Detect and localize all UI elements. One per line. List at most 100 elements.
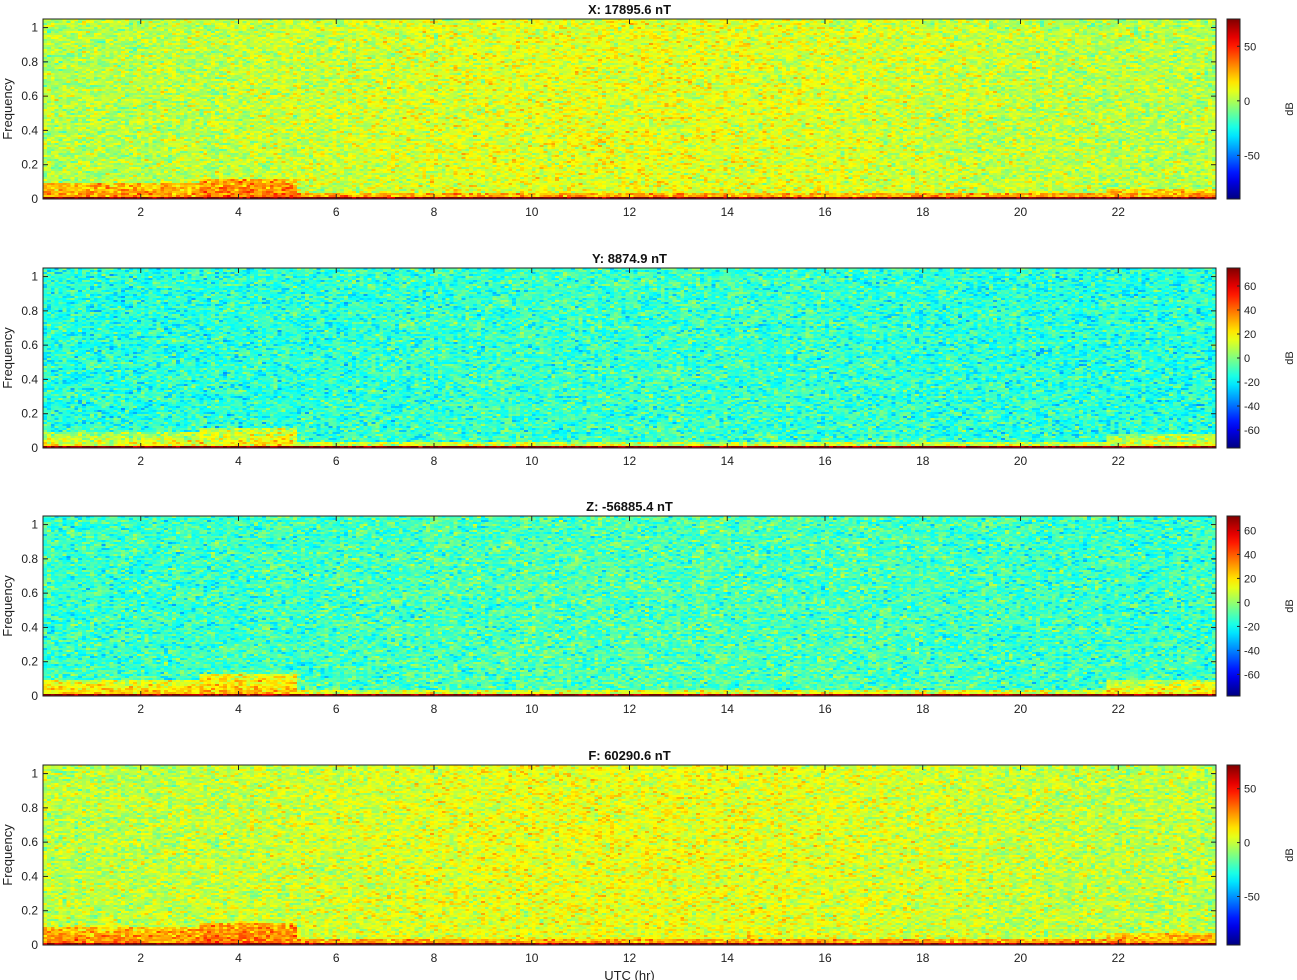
x-tick-label: 22 bbox=[1112, 702, 1126, 716]
x-tick-label: 12 bbox=[623, 951, 637, 965]
y-tick-label: 0.4 bbox=[21, 372, 38, 386]
y-tick-label: 0 bbox=[31, 441, 38, 455]
x-tick-label: 12 bbox=[623, 205, 637, 219]
x-tick-label: 12 bbox=[623, 702, 637, 716]
colorbar-label: dB bbox=[1284, 102, 1296, 115]
colorbar-tick-label: 0 bbox=[1244, 838, 1250, 850]
colorbar-label: dB bbox=[1284, 351, 1296, 364]
x-tick-label: 6 bbox=[333, 702, 340, 716]
colorbar-tick-label: -50 bbox=[1244, 150, 1260, 162]
y-tick-label: 1 bbox=[31, 767, 38, 781]
panel-4: 2 4 6 8 10 12 14 16 18 20 22 0 0.2 0.4 0.6 0.8 1 F: 60290… bbox=[0, 748, 1296, 980]
colorbar-tick-label: -40 bbox=[1244, 645, 1260, 657]
x-tick-label: 16 bbox=[818, 702, 832, 716]
panel-title: Z: -56885.4 nT bbox=[586, 499, 673, 514]
colorbar-tick-label: -20 bbox=[1244, 621, 1260, 633]
panel-2: 2 4 6 8 10 12 14 16 18 20 22 0 0.2 0.4 0.6 0.8 1 Y: 8874.… bbox=[0, 251, 1296, 468]
y-tick-label: 0.8 bbox=[21, 552, 38, 566]
x-tick-label: 22 bbox=[1112, 205, 1126, 219]
y-tick-label: 0.6 bbox=[21, 89, 38, 103]
colorbar-tick-label: -60 bbox=[1244, 425, 1260, 437]
y-tick-label: 0.2 bbox=[21, 158, 38, 172]
x-tick-label: 10 bbox=[525, 454, 539, 468]
y-tick-label: 1 bbox=[31, 21, 38, 35]
colorbar-tick-label: 20 bbox=[1244, 329, 1256, 341]
x-tick-label: 6 bbox=[333, 951, 340, 965]
colorbar bbox=[1226, 764, 1241, 946]
y-tick-label: 1 bbox=[31, 270, 38, 284]
colorbar-tick-label: 60 bbox=[1244, 525, 1256, 537]
y-axis-label: Frequency bbox=[0, 78, 15, 140]
x-tick-label: 2 bbox=[137, 951, 144, 965]
x-tick-label: 6 bbox=[333, 454, 340, 468]
spectrogram-image-2 bbox=[43, 268, 1216, 448]
x-tick-label: 20 bbox=[1014, 702, 1028, 716]
x-tick-label: 16 bbox=[818, 205, 832, 219]
x-tick-label: 18 bbox=[916, 702, 930, 716]
x-tick-label: 10 bbox=[525, 702, 539, 716]
colorbar-tick-label: -60 bbox=[1244, 669, 1260, 681]
panel-1: 2 4 6 8 10 12 14 16 18 20 22 0 0.2 0.4 0.6 0.8 1 X: 17895… bbox=[0, 2, 1296, 219]
y-tick-label: 0.4 bbox=[21, 123, 38, 137]
panel-title: F: 60290.6 nT bbox=[588, 748, 670, 763]
x-tick-label: 14 bbox=[721, 951, 735, 965]
y-axis-label: Frequency bbox=[0, 327, 15, 389]
y-tick-label: 0.4 bbox=[21, 869, 38, 883]
x-tick-label: 18 bbox=[916, 951, 930, 965]
y-tick-label: 0.8 bbox=[21, 801, 38, 815]
colorbar-tick-label: 50 bbox=[1244, 784, 1256, 796]
x-tick-label: 14 bbox=[721, 702, 735, 716]
x-tick-label: 18 bbox=[916, 205, 930, 219]
x-tick-label: 20 bbox=[1014, 454, 1028, 468]
x-tick-label: 10 bbox=[525, 205, 539, 219]
colorbar-tick-label: 60 bbox=[1244, 281, 1256, 293]
x-tick-label: 8 bbox=[431, 454, 438, 468]
x-tick-label: 22 bbox=[1112, 951, 1126, 965]
x-tick-label: 10 bbox=[525, 951, 539, 965]
y-tick-label: 0.8 bbox=[21, 304, 38, 318]
x-tick-label: 22 bbox=[1112, 454, 1126, 468]
y-tick-label: 0 bbox=[31, 689, 38, 703]
colorbar-tick-label: 40 bbox=[1244, 305, 1256, 317]
x-axis-label: UTC (hr) bbox=[604, 968, 655, 980]
y-axis-label: Frequency bbox=[0, 824, 15, 886]
y-tick-label: 0 bbox=[31, 938, 38, 952]
y-tick-label: 0 bbox=[31, 192, 38, 206]
y-axis-label: Frequency bbox=[0, 575, 15, 637]
colorbar-tick-label: 0 bbox=[1244, 597, 1250, 609]
y-tick-label: 0.6 bbox=[21, 835, 38, 849]
x-tick-label: 20 bbox=[1014, 205, 1028, 219]
x-tick-label: 14 bbox=[721, 454, 735, 468]
colorbar-tick-label: 20 bbox=[1244, 573, 1256, 585]
x-tick-label: 4 bbox=[235, 702, 242, 716]
x-tick-label: 2 bbox=[137, 702, 144, 716]
y-tick-label: 0.2 bbox=[21, 655, 38, 669]
y-tick-label: 0.4 bbox=[21, 620, 38, 634]
colorbar-label: dB bbox=[1284, 848, 1296, 861]
colorbar-tick-label: 40 bbox=[1244, 549, 1256, 561]
panel-title: Y: 8874.9 nT bbox=[592, 251, 667, 266]
y-tick-label: 1 bbox=[31, 518, 38, 532]
x-tick-label: 20 bbox=[1014, 951, 1028, 965]
x-tick-label: 16 bbox=[818, 454, 832, 468]
colorbar bbox=[1226, 18, 1241, 200]
y-tick-label: 0.8 bbox=[21, 55, 38, 69]
x-tick-label: 2 bbox=[137, 454, 144, 468]
spectrogram-image-3 bbox=[43, 516, 1216, 696]
x-tick-label: 8 bbox=[431, 205, 438, 219]
x-tick-label: 18 bbox=[916, 454, 930, 468]
colorbar-tick-label: -50 bbox=[1244, 891, 1260, 903]
y-tick-label: 0.2 bbox=[21, 407, 38, 421]
x-tick-label: 16 bbox=[818, 951, 832, 965]
colorbar-tick-label: 0 bbox=[1244, 353, 1250, 365]
x-tick-label: 4 bbox=[235, 454, 242, 468]
colorbar bbox=[1226, 515, 1241, 697]
x-tick-label: 8 bbox=[431, 702, 438, 716]
spectrogram-image-4 bbox=[43, 765, 1216, 945]
colorbar-tick-label: 0 bbox=[1244, 96, 1250, 108]
colorbar-tick-label: -40 bbox=[1244, 401, 1260, 413]
panel-3: 2 4 6 8 10 12 14 16 18 20 22 0 0.2 0.4 0.6 0.8 1 Z: -5688… bbox=[0, 499, 1296, 716]
x-tick-label: 4 bbox=[235, 205, 242, 219]
colorbar-tick-label: -20 bbox=[1244, 377, 1260, 389]
